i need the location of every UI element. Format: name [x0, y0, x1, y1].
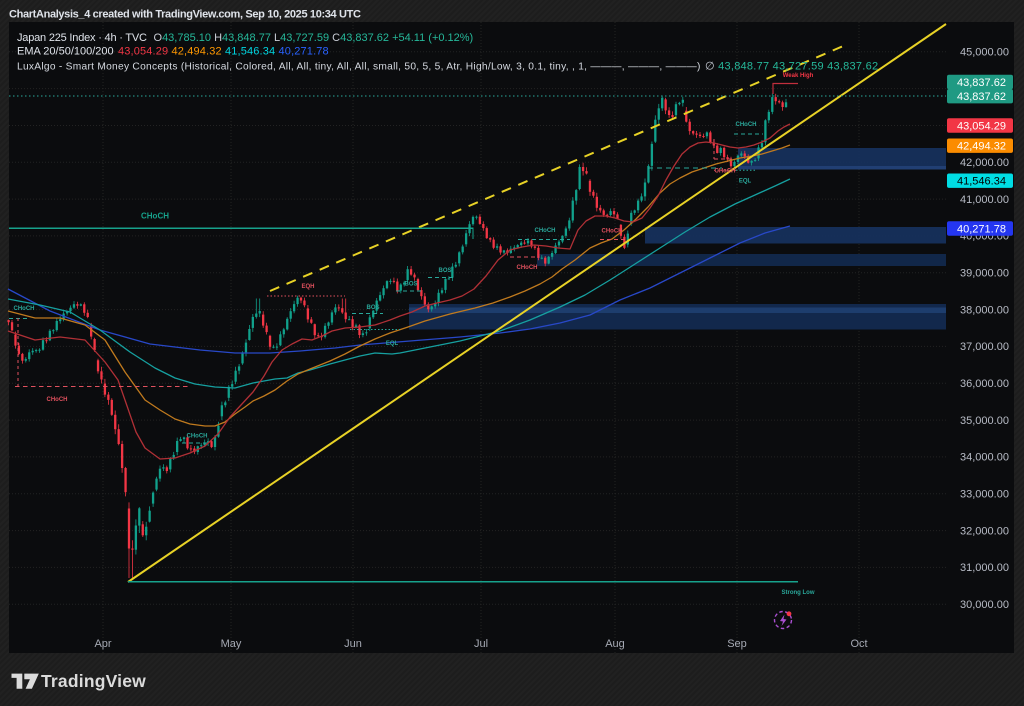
- svg-text:CHoCH: CHoCH: [141, 212, 169, 221]
- svg-text:32,000.00: 32,000.00: [960, 525, 1009, 537]
- svg-text:43,054.29 42,494.32 41,546.3: 43,054.29 42,494.32 41,546.34 40,271.78: [118, 46, 329, 58]
- svg-text:42,494.32: 42,494.32: [957, 141, 1006, 153]
- svg-text:CHoCH: CHoCH: [47, 397, 68, 403]
- svg-text:31,000.00: 31,000.00: [960, 562, 1009, 574]
- svg-text:Jul: Jul: [474, 638, 488, 650]
- svg-text:Japan 225 Index · 4h · TVC: Japan 225 Index · 4h · TVC: [17, 32, 147, 44]
- svg-text:43,054.29: 43,054.29: [957, 120, 1006, 132]
- svg-text:37,000.00: 37,000.00: [960, 341, 1009, 353]
- svg-text:EMA 20/50/100/200: EMA 20/50/100/200: [17, 46, 114, 58]
- svg-text:CHoCH: CHoCH: [187, 434, 208, 440]
- svg-text:39,000.00: 39,000.00: [960, 268, 1009, 280]
- svg-text:CHoCH: CHoCH: [736, 122, 757, 128]
- svg-text:EQL: EQL: [739, 179, 752, 185]
- svg-text:BOS: BOS: [404, 282, 417, 288]
- svg-text:BOS: BOS: [438, 268, 451, 274]
- svg-text:40,271.78: 40,271.78: [957, 223, 1006, 235]
- svg-text:38,000.00: 38,000.00: [960, 304, 1009, 316]
- svg-text:CHoCH: CHoCH: [517, 265, 538, 271]
- svg-text:BOS: BOS: [366, 305, 379, 311]
- svg-text:CHoCH: CHoCH: [715, 169, 736, 175]
- svg-text:30,000.00: 30,000.00: [960, 599, 1009, 611]
- svg-text:Sep: Sep: [727, 638, 747, 650]
- svg-text:45,000.00: 45,000.00: [960, 47, 1009, 59]
- svg-text:33,000.00: 33,000.00: [960, 489, 1009, 501]
- svg-text:Apr: Apr: [94, 638, 111, 650]
- svg-text:Jun: Jun: [344, 638, 362, 650]
- svg-text:TradingView: TradingView: [41, 671, 146, 691]
- svg-text:34,000.00: 34,000.00: [960, 452, 1009, 464]
- svg-text:EQL: EQL: [386, 341, 399, 347]
- svg-text:42,000.00: 42,000.00: [960, 157, 1009, 169]
- svg-text:O43,785.10 H43,848.77 L43,727.: O43,785.10 H43,848.77 L43,727.59 C43,837…: [154, 32, 474, 44]
- svg-text:43,837.62: 43,837.62: [957, 91, 1006, 103]
- svg-text:ChartAnalysis_4 created with T: ChartAnalysis_4 created with TradingView…: [9, 9, 361, 21]
- svg-text:CHoCH: CHoCH: [535, 228, 556, 234]
- svg-text:Aug: Aug: [605, 638, 625, 650]
- svg-text:∅ 43,848.77 43,727.59 43,837.6: ∅ 43,848.77 43,727.59 43,837.62: [705, 61, 878, 73]
- svg-text:CHoCH: CHoCH: [14, 306, 35, 312]
- svg-text:EQH: EQH: [301, 284, 314, 290]
- svg-text:CHoCH: CHoCH: [602, 229, 623, 235]
- svg-text:Oct: Oct: [850, 638, 867, 650]
- svg-text:LuxAlgo - Smart Money Concepts: LuxAlgo - Smart Money Concepts (Historic…: [17, 62, 701, 73]
- svg-text:36,000.00: 36,000.00: [960, 378, 1009, 390]
- svg-text:41,000.00: 41,000.00: [960, 194, 1009, 206]
- svg-text:35,000.00: 35,000.00: [960, 415, 1009, 427]
- svg-text:Strong Low: Strong Low: [782, 590, 815, 596]
- svg-text:43,837.62: 43,837.62: [957, 77, 1006, 89]
- svg-text:May: May: [221, 638, 242, 650]
- svg-text:Weak High: Weak High: [783, 73, 814, 79]
- svg-text:41,546.34: 41,546.34: [957, 176, 1006, 188]
